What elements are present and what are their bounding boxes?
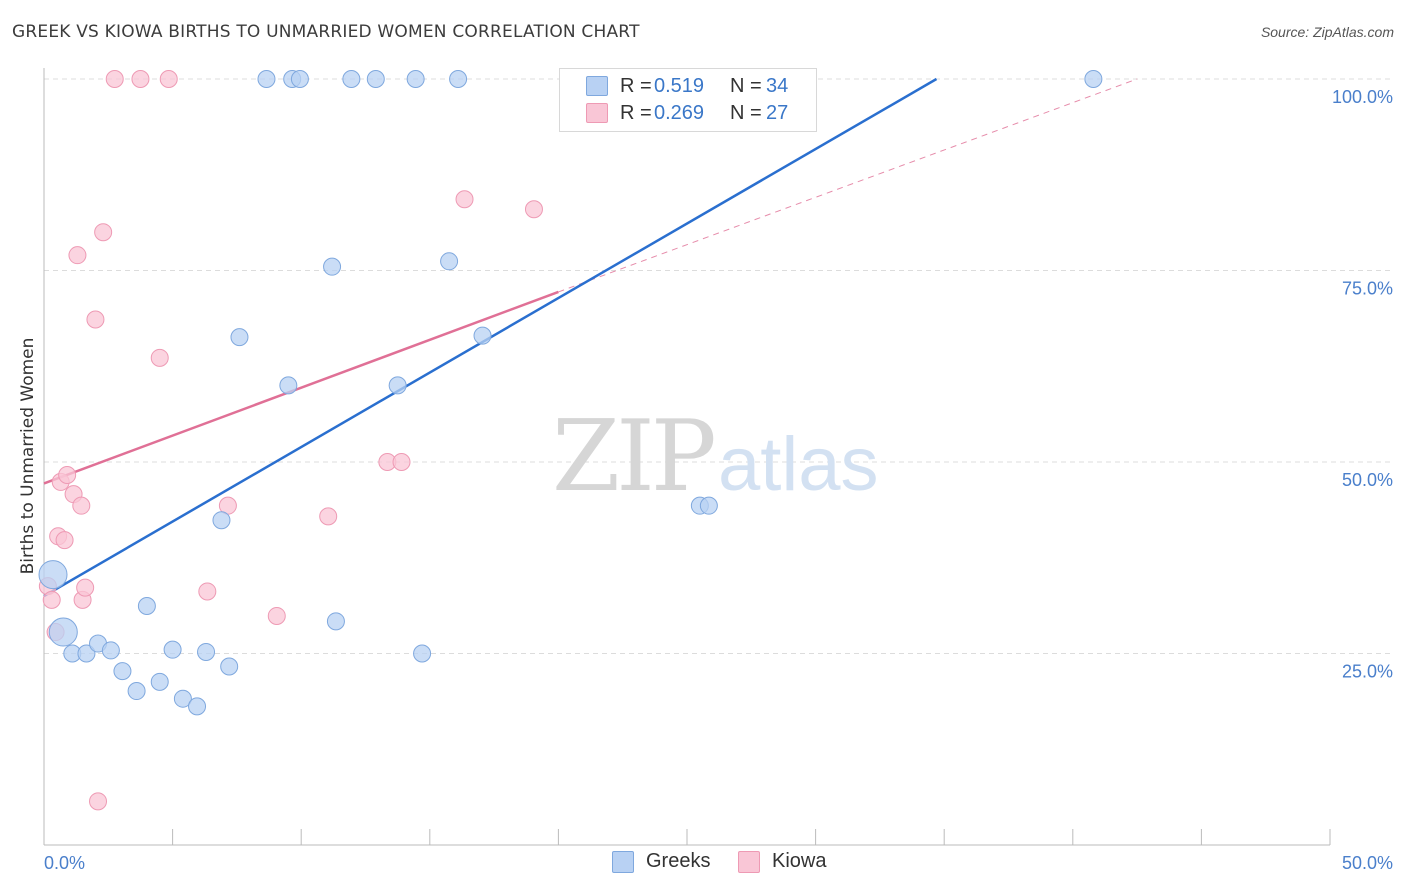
greeks-swatch bbox=[586, 76, 608, 96]
greeks-point bbox=[449, 70, 468, 88]
legend-item-greeks[interactable]: Greeks bbox=[612, 850, 710, 873]
greeks-point bbox=[38, 560, 68, 590]
legend-item-kiowa[interactable]: Kiowa bbox=[738, 850, 826, 873]
x-tick-label: 0.0% bbox=[44, 853, 85, 873]
greeks-point bbox=[127, 682, 146, 701]
greeks-point bbox=[366, 70, 385, 88]
greeks-point bbox=[77, 644, 96, 663]
greeks-legend-swatch bbox=[612, 850, 634, 873]
kiowa-point bbox=[198, 582, 217, 601]
legend-r-value: 0.519 bbox=[654, 74, 705, 97]
source-label: Source: ZipAtlas.com bbox=[1260, 24, 1394, 40]
y-axis-label: Births to Unmarried Women bbox=[18, 338, 38, 575]
kiowa-point bbox=[131, 70, 150, 88]
greeks-point bbox=[413, 644, 432, 663]
data-points bbox=[38, 70, 1103, 811]
greeks-point bbox=[406, 70, 425, 88]
kiowa-point bbox=[58, 466, 77, 485]
legend-n-value: 27 bbox=[766, 101, 789, 124]
kiowa-point bbox=[76, 578, 95, 597]
legend-r-label: R = bbox=[620, 74, 652, 97]
greeks-point bbox=[440, 252, 459, 271]
greeks-point bbox=[290, 70, 309, 88]
kiowa-trend-extension bbox=[558, 78, 1138, 293]
kiowa-point bbox=[267, 606, 286, 625]
kiowa-point bbox=[159, 70, 178, 88]
greeks-point bbox=[188, 697, 207, 716]
grid-lines bbox=[44, 78, 1392, 654]
greeks-point bbox=[699, 496, 718, 515]
watermark: ZIP atlas bbox=[552, 400, 879, 514]
y-tick-label: 25.0% bbox=[1342, 662, 1393, 682]
greeks-point bbox=[150, 672, 169, 691]
greeks-point bbox=[163, 640, 182, 659]
greeks-point bbox=[197, 642, 216, 661]
greeks-point bbox=[257, 70, 276, 88]
kiowa-point bbox=[524, 200, 543, 219]
greeks-point bbox=[279, 376, 298, 395]
kiowa-point bbox=[89, 792, 108, 811]
legend-r-value: 0.269 bbox=[654, 101, 705, 124]
greeks-point bbox=[220, 657, 239, 676]
greeks-point bbox=[473, 326, 492, 345]
greeks-point bbox=[113, 662, 132, 681]
legend-r-label: R = bbox=[620, 101, 652, 124]
legend-n-label: N = bbox=[730, 101, 762, 124]
greeks-point bbox=[323, 257, 342, 276]
greeks-point bbox=[173, 689, 192, 708]
watermark-atlas: atlas bbox=[718, 422, 879, 507]
greeks-point bbox=[1084, 70, 1103, 88]
kiowa-legend-swatch bbox=[738, 850, 760, 873]
kiowa-point bbox=[94, 223, 113, 242]
kiowa-point bbox=[319, 507, 338, 526]
legend-n-value: 34 bbox=[766, 74, 789, 97]
greeks-point bbox=[212, 511, 231, 530]
axes bbox=[43, 68, 1331, 846]
kiowa-legend-label: Kiowa bbox=[772, 850, 827, 872]
y-tick-label: 100.0% bbox=[1332, 87, 1393, 107]
watermark-zip: ZIP bbox=[552, 400, 714, 514]
trend-lines bbox=[43, 77, 1138, 598]
y-tick-label: 75.0% bbox=[1342, 279, 1393, 299]
kiowa-point bbox=[68, 246, 87, 265]
greeks-point bbox=[388, 376, 407, 395]
kiowa-point bbox=[55, 531, 74, 550]
greeks-point bbox=[101, 641, 120, 660]
kiowa-point bbox=[86, 310, 105, 329]
greeks-point bbox=[230, 328, 249, 347]
greeks-point bbox=[342, 70, 361, 88]
greeks-point bbox=[326, 612, 345, 631]
greeks-point bbox=[48, 617, 78, 647]
kiowa-trend-line bbox=[43, 290, 559, 485]
kiowa-point bbox=[150, 348, 169, 367]
kiowa-point bbox=[105, 70, 124, 88]
greeks-legend-label: Greeks bbox=[646, 850, 711, 872]
kiowa-point bbox=[392, 453, 411, 471]
chart-title: GREEK VS KIOWA BIRTHS TO UNMARRIED WOMEN… bbox=[12, 22, 640, 42]
legend-n-label: N = bbox=[730, 74, 762, 97]
kiowa-point bbox=[42, 590, 61, 609]
x-tick-label: 50.0% bbox=[1342, 853, 1393, 873]
correlation-legend: R = 0.519 N = 34 R = 0.269 N = 27 bbox=[559, 68, 817, 132]
kiowa-point bbox=[455, 190, 474, 209]
kiowa-point bbox=[72, 496, 91, 515]
tick-labels: 25.0% 50.0% 75.0% 100.0% 0.0% 50.0% bbox=[44, 87, 1393, 873]
kiowa-swatch bbox=[586, 103, 608, 123]
y-tick-label: 50.0% bbox=[1342, 470, 1393, 490]
greeks-point bbox=[137, 597, 156, 616]
